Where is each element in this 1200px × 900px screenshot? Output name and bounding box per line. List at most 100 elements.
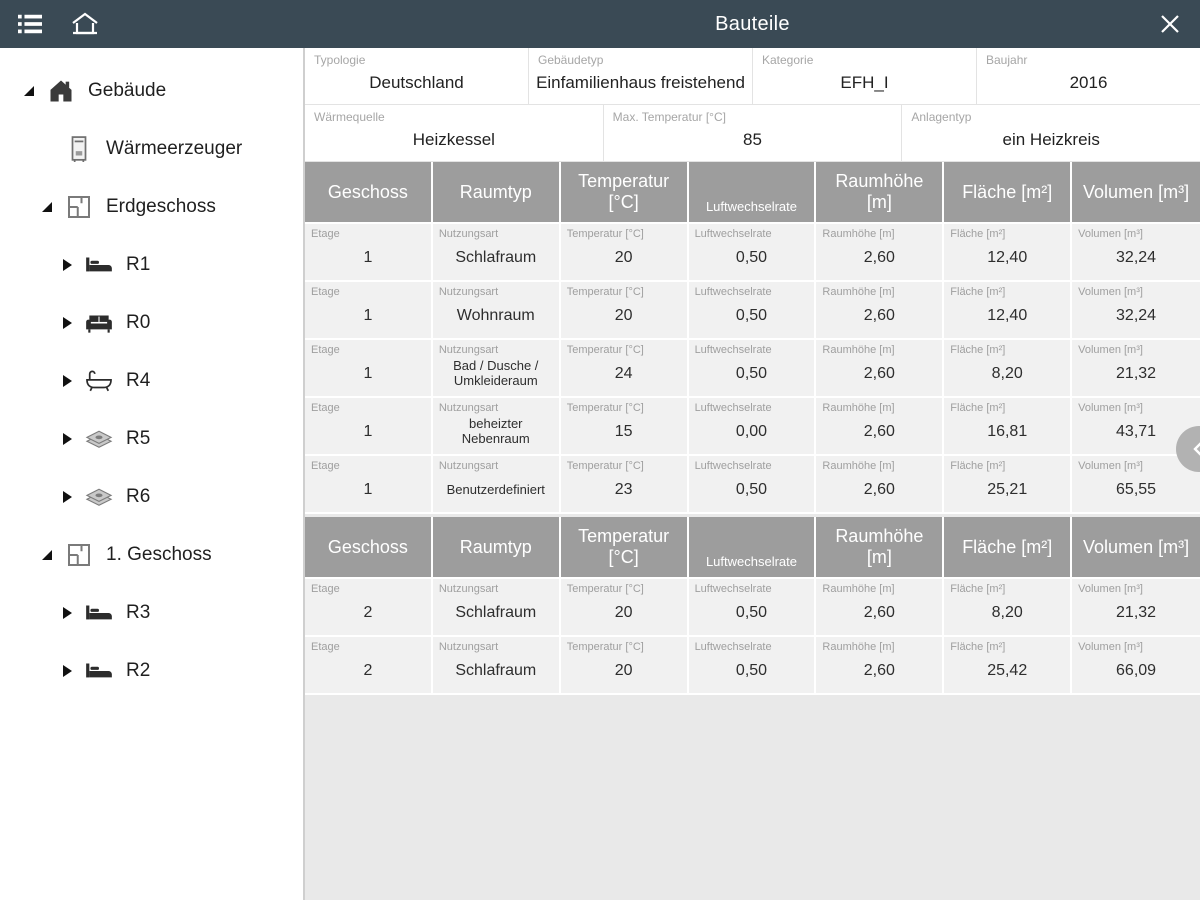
field-label: Wärmequelle [314, 110, 385, 124]
close-icon[interactable] [1158, 12, 1200, 36]
table-cell: Nutzungsart Schlafraum [432, 579, 561, 637]
menu-list-icon[interactable] [16, 12, 44, 36]
column-header[interactable]: Luftwechselrate [688, 162, 817, 224]
column-header[interactable]: Fläche [m²] [944, 517, 1073, 579]
column-header[interactable]: Raumhöhe [m] [816, 162, 945, 224]
table-row[interactable]: Etage 2 Nutzungsart Schlafraum Temperatur [°… [305, 579, 1200, 637]
cell-value: 2,60 [863, 422, 895, 440]
sidebar-item-r2[interactable]: R2 [0, 642, 303, 700]
cell-mini-label: Volumen [m³] [1078, 641, 1143, 653]
table-row[interactable]: Etage 1 Nutzungsart Wohnraum Temperatur [°C]… [305, 282, 1200, 340]
home-icon[interactable] [70, 11, 100, 37]
expand-arrow-icon[interactable] [54, 315, 80, 331]
floorplan-icon [60, 192, 98, 222]
cell-mini-label: Raumhöhe [m] [822, 402, 895, 414]
sidebar-item-r4[interactable]: R4 [0, 352, 303, 410]
cell-mini-label: Temperatur [°C] [566, 344, 644, 356]
column-header-label: Fläche [m²] [962, 181, 1053, 202]
field-typologie[interactable]: Typologie Deutschland [305, 48, 529, 104]
table-cell: Temperatur [°C] 23 [560, 456, 689, 514]
sidebar-item-r5[interactable]: R5 [0, 410, 303, 468]
column-header-label: Fläche [m²] [962, 536, 1053, 557]
main-content: Typologie Deutschland Gebäudetyp Einfami… [305, 48, 1200, 900]
table-row[interactable]: Etage 1 Nutzungsart Schlafraum Temperatur [°… [305, 224, 1200, 282]
collapse-arrow-icon[interactable] [16, 84, 42, 98]
table-row[interactable]: Etage 1 Nutzungsart Benutzerdefiniert Temper… [305, 456, 1200, 514]
field-baujahr[interactable]: Baujahr 2016 [977, 48, 1200, 104]
cell-value: 1 [363, 306, 373, 324]
cell-mini-label: Fläche [m²] [950, 583, 1006, 595]
field-value: EFH_I [840, 73, 889, 93]
table-cell: Luftwechselrate 0,50 [688, 340, 817, 398]
column-header[interactable]: Temperatur [°C] [560, 162, 689, 224]
table-row[interactable]: Etage 1 Nutzungsart Bad / Dusche / Umkleide… [305, 340, 1200, 398]
field-anlagentyp[interactable]: Anlagentyp ein Heizkreis [902, 105, 1200, 161]
page-title: Bauteile [715, 12, 790, 35]
column-header[interactable]: Raumtyp [432, 162, 561, 224]
sidebar-item-gebaeude[interactable]: Gebäude [0, 62, 303, 120]
column-header[interactable]: Raumtyp [432, 517, 561, 579]
column-header[interactable]: Volumen [m³] [1072, 162, 1200, 224]
cell-value: 15 [614, 422, 633, 440]
expand-arrow-icon[interactable] [54, 257, 80, 273]
sidebar-item-r3[interactable]: R3 [0, 584, 303, 642]
cell-value: 16,81 [987, 422, 1028, 440]
cell-mini-label: Etage [311, 402, 340, 414]
cell-value: 12,40 [987, 306, 1028, 324]
column-header-label: Volumen [m³] [1083, 181, 1190, 202]
sidebar-item-label: Gebäude [88, 80, 167, 101]
table-cell: Volumen [m³] 32,24 [1072, 282, 1200, 340]
table-cell: Fläche [m²] 8,20 [944, 579, 1073, 637]
table-cell: Raumhöhe [m] 2,60 [816, 579, 945, 637]
cell-value: 2 [363, 603, 373, 621]
field-gebaeudetyp[interactable]: Gebäudetyp Einfamilienhaus freistehend [529, 48, 753, 104]
cell-mini-label: Nutzungsart [438, 228, 499, 240]
cell-mini-label: Fläche [m²] [950, 228, 1006, 240]
table-cell: Nutzungsart Schlafraum [432, 224, 561, 282]
sidebar-item-waermeerzeuger[interactable]: Wärmeerzeuger [0, 120, 303, 178]
column-header[interactable]: Volumen [m³] [1072, 517, 1200, 579]
tables-host: Geschoss Raumtyp Temperatur [°C] Luftwechse… [305, 162, 1200, 698]
table-cell: Fläche [m²] 25,21 [944, 456, 1073, 514]
cell-mini-label: Nutzungsart [438, 344, 499, 356]
sidebar-item-r0[interactable]: R0 [0, 294, 303, 352]
column-header[interactable]: Raumhöhe [m] [816, 517, 945, 579]
collapse-arrow-icon[interactable] [34, 200, 60, 214]
column-header[interactable]: Luftwechselrate [688, 517, 817, 579]
cell-value: 20 [614, 603, 633, 621]
cell-mini-label: Volumen [m³] [1078, 402, 1143, 414]
table-cell: Etage 1 [305, 282, 433, 340]
column-header[interactable]: Geschoss [305, 517, 433, 579]
sidebar-item-erdgeschoss[interactable]: Erdgeschoss [0, 178, 303, 236]
column-header[interactable]: Fläche [m²] [944, 162, 1073, 224]
expand-arrow-icon[interactable] [54, 663, 80, 679]
collapse-arrow-icon[interactable] [34, 548, 60, 562]
table-cell: Etage 2 [305, 637, 433, 695]
expand-arrow-icon[interactable] [54, 373, 80, 389]
cell-mini-label: Raumhöhe [m] [822, 641, 895, 653]
expand-arrow-icon[interactable] [54, 431, 80, 447]
expand-arrow-icon[interactable] [54, 489, 80, 505]
field-label: Typologie [314, 53, 366, 67]
money-icon [80, 486, 118, 508]
cell-value: 0,50 [735, 306, 768, 324]
expand-arrow-icon[interactable] [54, 605, 80, 621]
table-row[interactable]: Etage 1 Nutzungsart beheizter Nebenraum Temp… [305, 398, 1200, 456]
cell-value: 1 [363, 422, 373, 440]
column-header[interactable]: Temperatur [°C] [560, 517, 689, 579]
field-max-temperatur[interactable]: Max. Temperatur [°C] 85 [604, 105, 903, 161]
sidebar-item-r1[interactable]: R1 [0, 236, 303, 294]
cell-value: Wohnraum [456, 306, 535, 324]
field-kategorie[interactable]: Kategorie EFH_I [753, 48, 977, 104]
sidebar-item-r6[interactable]: R6 [0, 468, 303, 526]
cell-mini-label: Raumhöhe [m] [822, 583, 895, 595]
sidebar-item-label: R3 [126, 602, 151, 623]
column-header[interactable]: Geschoss [305, 162, 433, 224]
sidebar-item-label: R1 [126, 254, 151, 275]
cell-value: Schlafraum [455, 661, 537, 679]
sidebar-item-1-geschoss[interactable]: 1. Geschoss [0, 526, 303, 584]
table-row[interactable]: Etage 2 Nutzungsart Schlafraum Temperatur [°… [305, 637, 1200, 695]
table-cell: Etage 2 [305, 579, 433, 637]
field-waermequelle[interactable]: Wärmequelle Heizkessel [305, 105, 604, 161]
cell-mini-label: Luftwechselrate [694, 641, 772, 653]
